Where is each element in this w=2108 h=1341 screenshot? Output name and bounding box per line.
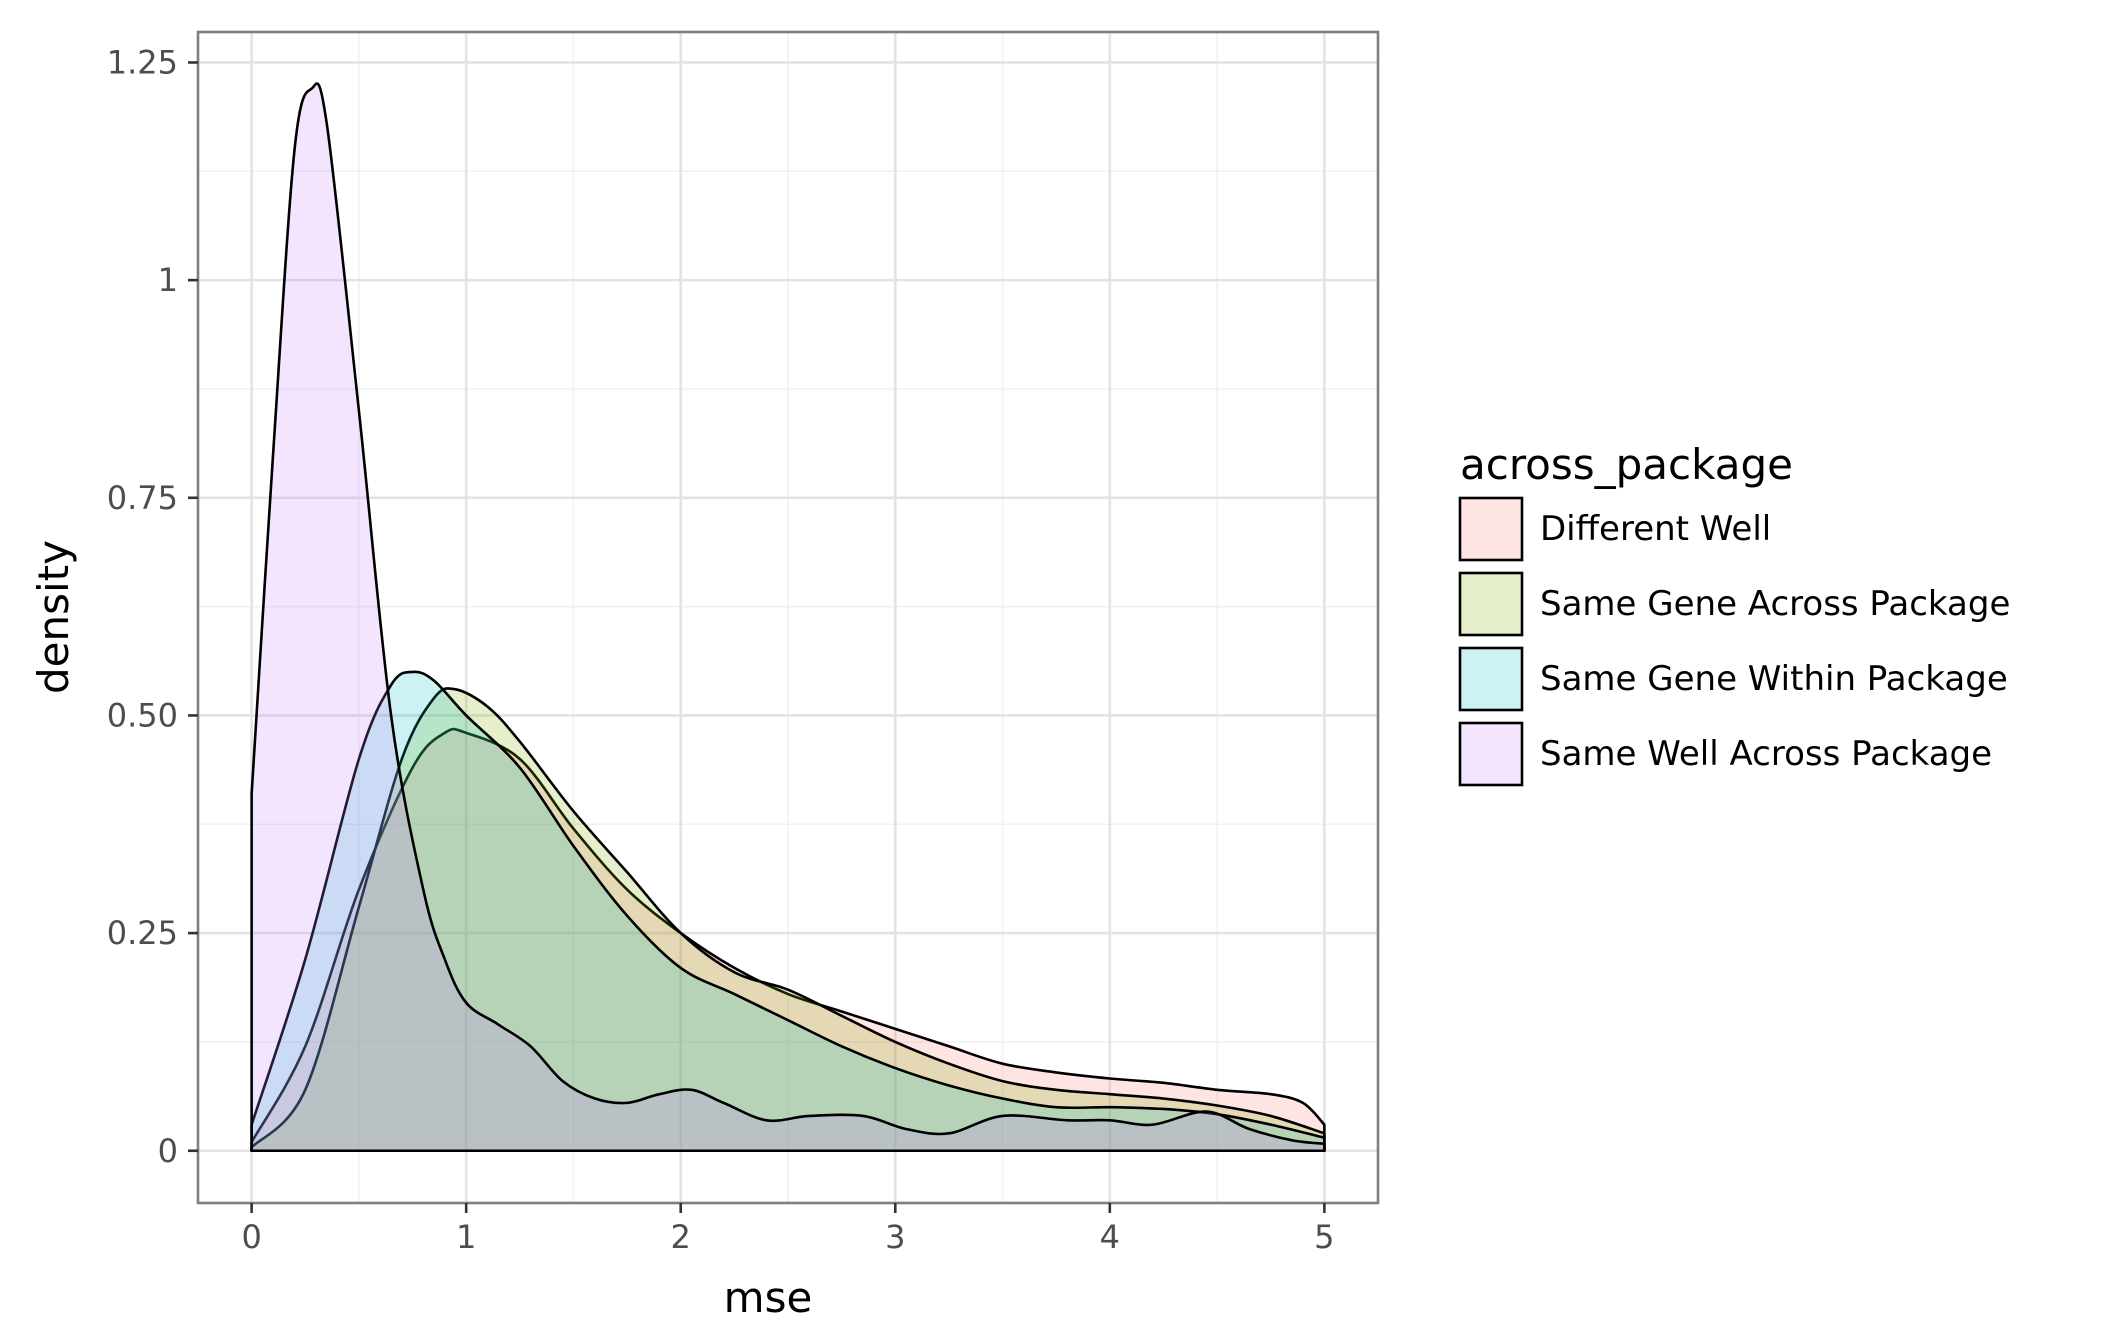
legend-swatch — [1458, 571, 1524, 637]
minor-gridlines — [198, 32, 1378, 1203]
legend-label: Same Gene Within Package — [1540, 659, 2008, 699]
y-axis: 0 0.25 0.50 0.75 1 1.25 — [107, 43, 198, 1170]
y-tick-label: 0.25 — [107, 914, 178, 952]
x-tick-label: 3 — [885, 1218, 905, 1256]
density-curve-same-gene-within-package — [250, 670, 1326, 1153]
legend-item: Same Well Across Package — [1458, 721, 1992, 787]
legend-swatch — [1458, 646, 1524, 712]
x-tick-label: 2 — [671, 1218, 691, 1256]
x-axis-label: mse — [724, 1273, 813, 1322]
legend-label: Same Well Across Package — [1540, 734, 1992, 774]
y-axis-label: density — [29, 540, 78, 694]
y-tick-label: 0 — [158, 1132, 178, 1170]
legend-title: across_package — [1460, 440, 1793, 489]
panel-border — [196, 30, 1380, 1205]
density-curves — [250, 82, 1326, 1153]
legend-item: Same Gene Across Package — [1458, 571, 2010, 637]
legend-label: Different Well — [1540, 509, 1771, 549]
y-tick-label: 1 — [158, 261, 178, 299]
legend-item: Same Gene Within Package — [1458, 646, 2008, 712]
legend: across_package Different Well Same Gene A… — [1458, 440, 2010, 787]
legend-label: Same Gene Across Package — [1540, 584, 2010, 624]
y-tick-label: 0.75 — [107, 479, 178, 517]
x-tick-label: 0 — [241, 1218, 261, 1256]
y-tick-label: 1.25 — [107, 43, 178, 81]
density-curve-same-gene-across-package — [250, 687, 1326, 1153]
legend-item: Different Well — [1458, 496, 1771, 562]
legend-swatch — [1458, 721, 1524, 787]
legend-items: Different Well Same Gene Across Package Sa… — [1458, 496, 2010, 787]
y-tick-label: 0.50 — [107, 696, 178, 734]
legend-swatch — [1458, 496, 1524, 562]
density-curve-different-well — [250, 727, 1326, 1153]
x-tick-label: 4 — [1100, 1218, 1120, 1256]
plot-panel — [196, 30, 1380, 1205]
x-tick-label: 5 — [1314, 1218, 1334, 1256]
density-curve-same-well-across-package — [250, 82, 1326, 1153]
x-tick-label: 1 — [456, 1218, 476, 1256]
x-axis: 0 1 2 3 4 5 — [241, 1203, 1335, 1256]
